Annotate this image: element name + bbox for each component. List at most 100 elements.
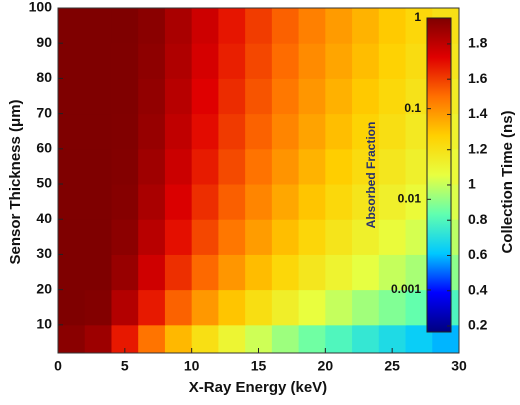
y-tick-label: 100 (29, 0, 53, 15)
heatmap-cell (352, 184, 380, 220)
heatmap-cell (191, 8, 219, 44)
heatmap-cell (271, 113, 300, 150)
heatmap-cell (352, 148, 380, 185)
heatmap-cell (191, 289, 219, 326)
y-tick-label: 30 (36, 245, 52, 261)
heatmap-cell (352, 254, 380, 291)
heatmap-cell (271, 219, 300, 255)
heatmap-cell (298, 289, 326, 326)
heatmap-cell (84, 78, 112, 115)
heatmap-cell (271, 78, 300, 115)
y-tick-label: 40 (36, 210, 52, 226)
heatmap-cell (111, 78, 139, 115)
heatmap-cell (325, 8, 353, 44)
heatmap-cell (58, 8, 86, 44)
heatmap-cell (271, 148, 300, 185)
heatmap-cell (191, 148, 219, 185)
heatmap-cell (164, 324, 193, 354)
heatmap-cell (218, 184, 246, 220)
heatmap-cell (84, 113, 112, 150)
heatmap-cell (378, 219, 407, 255)
heatmap-cell (164, 8, 193, 44)
heatmap-cell (245, 43, 273, 79)
heatmap-cell (111, 184, 139, 220)
heatmap-cell (84, 184, 112, 220)
y-tick-label: 70 (36, 104, 52, 120)
heatmap-cell (191, 43, 219, 79)
heatmap-cell (84, 219, 112, 255)
heatmap-cell (138, 148, 166, 185)
y-tick-label: 20 (36, 280, 52, 296)
heatmap-cell (378, 289, 407, 326)
heatmap-cell (298, 78, 326, 115)
heatmap-cell (325, 148, 353, 185)
colorbar2-tick-label: 0.2 (468, 317, 488, 333)
colorbar2-tick-label: 1.2 (468, 140, 488, 156)
colorbar-tick-label: 1 (414, 10, 421, 24)
y-axis-title: Sensor Thickness (μm) (7, 99, 24, 264)
heatmap-cell (271, 8, 300, 44)
heatmap-cell (164, 184, 193, 220)
heatmap-cell (378, 184, 407, 220)
heatmap-cell (218, 289, 246, 326)
heatmap-cell (271, 254, 300, 291)
plot-frame (57, 7, 460, 354)
heatmap-cell (298, 43, 326, 79)
heatmap-cell (298, 148, 326, 185)
heatmap-cell (298, 324, 326, 354)
colorbar2-title: Collection Time (ns) (499, 110, 516, 253)
heatmap-cell (325, 113, 353, 150)
heatmap-cell (58, 254, 86, 291)
heatmap-cell (58, 324, 86, 354)
heatmap-cell (245, 289, 273, 326)
heatmap-cell (218, 254, 246, 291)
heatmap-cell (111, 254, 139, 291)
heatmap-cell (138, 184, 166, 220)
heatmap-cell (245, 219, 273, 255)
heatmap-cell (138, 324, 166, 354)
heatmap-cell (325, 43, 353, 79)
colorbar2-tick-label: 0.6 (468, 246, 488, 262)
heatmap-cell (378, 78, 407, 115)
heatmap-cell (352, 78, 380, 115)
heatmap-cell (58, 78, 86, 115)
colorbar-tick-label: 0.1 (404, 101, 421, 115)
x-tick-label: 20 (318, 358, 334, 374)
y-tick-label: 90 (36, 34, 52, 50)
heatmap-cell (58, 43, 86, 79)
x-tick-label: 10 (184, 358, 200, 374)
heatmap-cell (298, 184, 326, 220)
heatmap-cell (111, 148, 139, 185)
heatmap-cell (191, 78, 219, 115)
heatmap-cell (245, 254, 273, 291)
heatmap-cell (218, 148, 246, 185)
heatmap-cell (352, 113, 380, 150)
heatmap-cell (378, 43, 407, 79)
heatmap-cell (111, 113, 139, 150)
heatmap-cell (298, 254, 326, 291)
colorbar2-tick-label: 1.8 (468, 35, 488, 51)
colorbar-title: Absorbed Fraction (364, 122, 378, 229)
heatmap-cell (218, 8, 246, 44)
heatmap-cell (164, 43, 193, 79)
heatmap-cell (352, 219, 380, 255)
heatmap-cell (84, 324, 112, 354)
y-tick-label: 10 (36, 316, 52, 332)
heatmap-cell (271, 43, 300, 79)
heatmap-cell (378, 8, 407, 44)
x-axis-title: X-Ray Energy (keV) (189, 379, 327, 396)
heatmap-cell (245, 184, 273, 220)
heatmap-cell (191, 184, 219, 220)
heatmap-cell (58, 148, 86, 185)
y-tick-label: 80 (36, 69, 52, 85)
heatmap-cell (325, 254, 353, 291)
heatmap-cell (191, 254, 219, 291)
heatmap-cell (138, 254, 166, 291)
heatmap-cell (325, 78, 353, 115)
heatmap-cell (245, 8, 273, 44)
heatmap-cell (138, 43, 166, 79)
heatmap-cell (84, 43, 112, 79)
heatmap-cell (218, 113, 246, 150)
heatmap-cell (164, 78, 193, 115)
